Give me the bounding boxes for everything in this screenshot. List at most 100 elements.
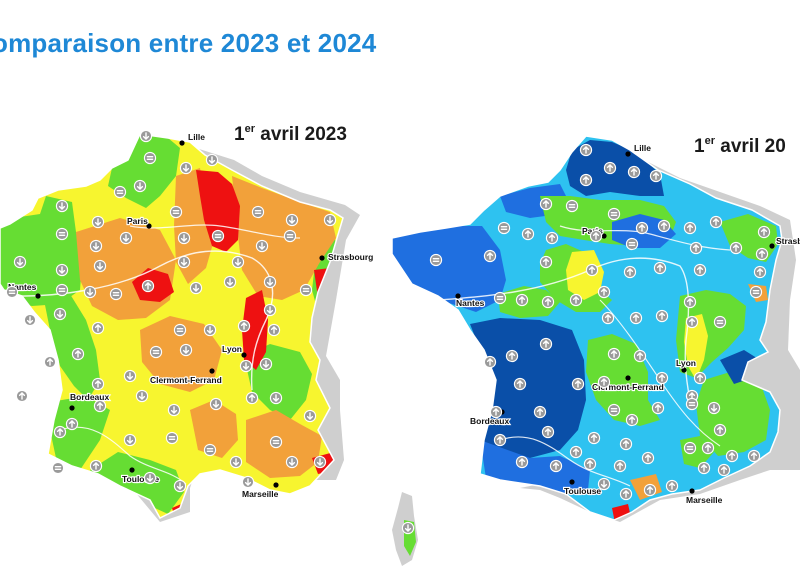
arrow-down-icon [119,231,133,245]
arrow-up-icon [539,255,553,269]
arrow-up-icon [633,349,647,363]
arrow-up-icon [755,247,769,261]
arrow-down-icon [53,307,67,321]
region-green-pyrenees [90,452,184,514]
arrow-down-icon [143,471,157,485]
slide-title: omparaison entre 2023 et 2024 [0,28,377,58]
region-darkblue-southwest [470,318,586,458]
arrow-up-icon [693,263,707,277]
city-label: Paris [127,216,148,226]
arrow-up-icon [515,455,529,469]
arrow-up-icon [747,449,761,463]
city-label: Bordeaux [70,392,109,402]
arrow-up-icon [665,479,679,493]
arrow-down-icon [239,359,253,373]
arrow-up-icon [619,437,633,451]
city-label: Lyon [676,358,696,368]
equal-icon [143,151,157,165]
arrow-down-icon [401,521,415,535]
arrow-down-icon [123,369,137,383]
arrow-up-icon [541,425,555,439]
arrow-up-icon [579,173,593,187]
arrow-down-icon [241,475,255,489]
equal-icon [493,291,507,305]
arrow-up-icon [653,261,667,275]
equal-icon [51,461,65,475]
city-dot [319,255,325,261]
arrow-down-icon [303,409,317,423]
arrow-up-icon [655,309,669,323]
arrow-up-icon [539,337,553,351]
arrow-down-icon [231,255,245,269]
city-label: Nantes [456,298,485,308]
arrow-down-icon [93,259,107,273]
arrow-up-icon [533,405,547,419]
equal-icon [149,345,163,359]
arrow-up-icon [683,221,697,235]
equal-icon [203,443,217,457]
arrow-up-icon [587,431,601,445]
arrow-up-icon [483,249,497,263]
arrow-down-icon [263,303,277,317]
arrow-up-icon [627,165,641,179]
river [0,250,274,391]
arrow-up-icon [753,265,767,279]
arrow-up-icon [267,323,281,337]
arrow-up-icon [65,417,79,431]
arrow-up-icon [545,231,559,245]
arrow-up-icon [697,461,711,475]
arrow-up-icon [579,143,593,157]
arrow-up-icon [569,293,583,307]
equal-icon [173,323,187,337]
arrow-up-icon [71,347,85,361]
france-outline-2024 [391,135,783,521]
arrow-up-icon [15,389,29,403]
arrow-up-icon [91,377,105,391]
region-orange-south [246,410,322,478]
arrow-up-icon [515,293,529,307]
arrow-up-icon [693,371,707,385]
arrow-down-icon [135,389,149,403]
arrow-up-icon [549,459,563,473]
arrow-up-icon [597,285,611,299]
equal-icon [165,431,179,445]
equal-icon [429,253,443,267]
arrow-up-icon [717,463,731,477]
arrow-up-icon [91,321,105,335]
arrow-up-icon [569,445,583,459]
region-orange-midsouth [190,400,238,458]
arrow-down-icon [13,255,27,269]
arrow-down-icon [167,403,181,417]
region-yellow-east [684,314,708,380]
arrow-down-icon [55,263,69,277]
arrow-down-icon [323,213,337,227]
region-yellow-center [566,250,604,300]
equal-icon [607,207,621,221]
arrow-down-icon [83,285,97,299]
equal-icon [211,229,225,243]
arrow-up-icon [701,441,715,455]
arrow-down-icon [205,153,219,167]
arrow-down-icon [707,401,721,415]
equal-icon [55,283,69,297]
city-dot [209,368,215,374]
city-dot [681,367,687,373]
equal-icon [109,287,123,301]
arrow-up-icon [539,197,553,211]
equal-icon [299,283,313,297]
arrow-up-icon [541,295,555,309]
arrow-up-icon [729,241,743,255]
arrow-up-icon [89,459,103,473]
arrow-down-icon [89,239,103,253]
arrow-down-icon [23,313,37,327]
arrow-up-icon [685,315,699,329]
arrow-down-icon [255,239,269,253]
city-label: Lille [188,132,205,142]
arrow-down-icon [597,477,611,491]
arrow-up-icon [603,161,617,175]
arrow-down-icon [285,455,299,469]
equal-icon [55,227,69,241]
arrow-up-icon [725,449,739,463]
arrow-down-icon [91,215,105,229]
arrow-up-icon [521,227,535,241]
